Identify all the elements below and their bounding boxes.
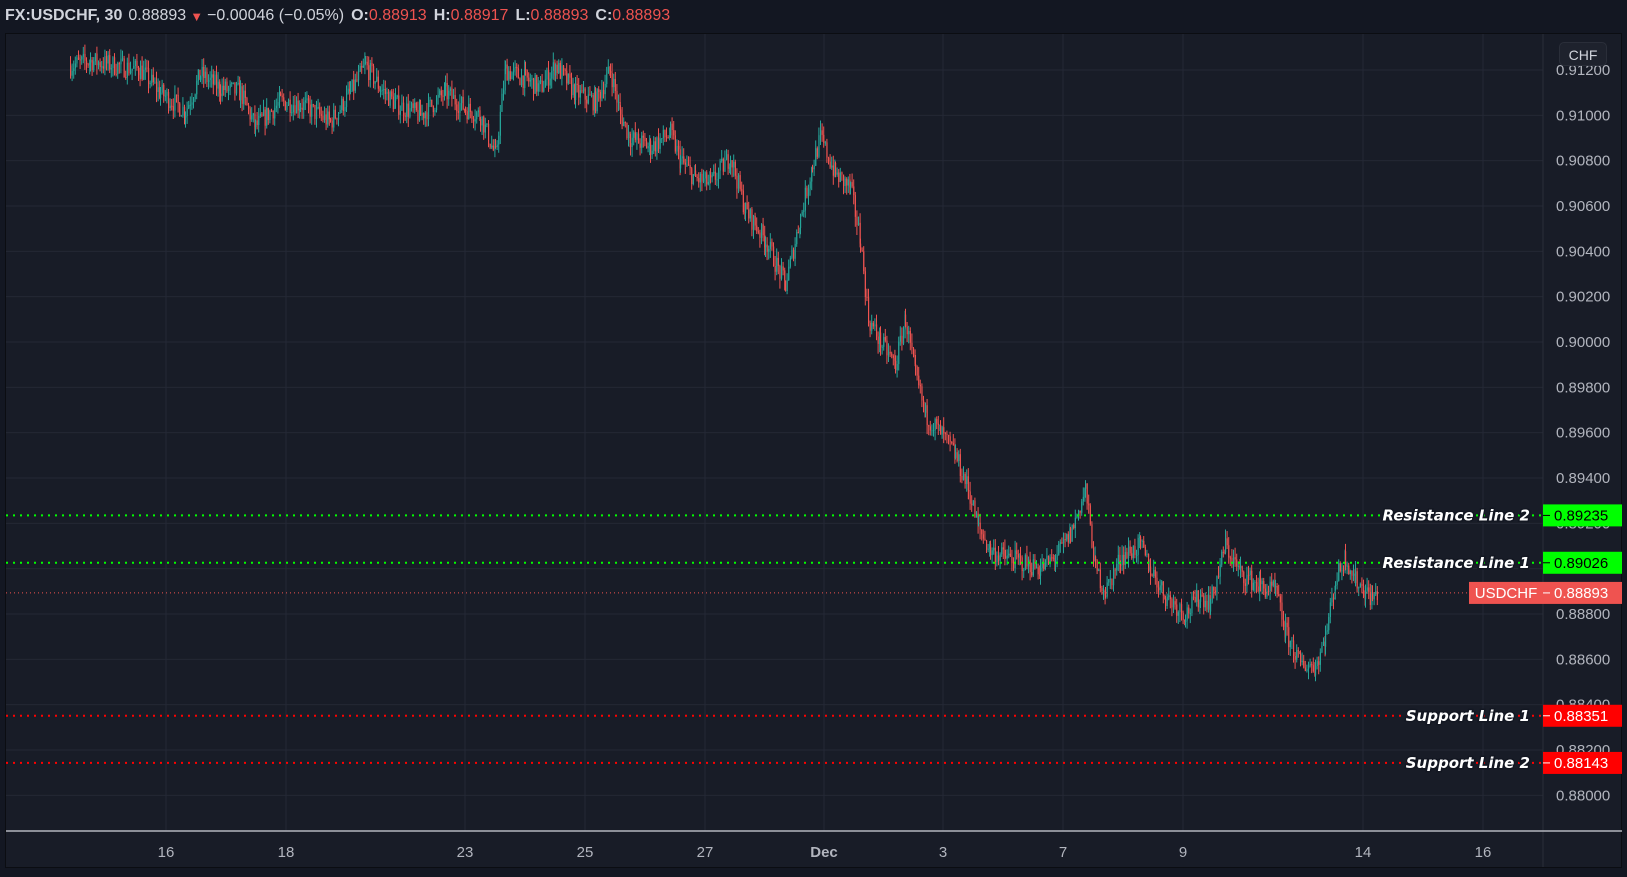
price-axis-label: 0.91000 [1556, 107, 1610, 124]
time-axis-label: 23 [457, 844, 474, 861]
time-axis-label: 27 [697, 844, 714, 861]
price-tags: 0.89235 0.89026 0.88351 0.88143 USDCHF 0.8889… [1469, 504, 1622, 774]
hline-label: Support Line 2 [1406, 754, 1530, 772]
close-key: C: [595, 7, 613, 24]
price-axis-label: 0.90600 [1556, 198, 1610, 215]
high-value: 0.88917 [450, 7, 509, 24]
symbol-tag [1469, 581, 1543, 604]
price-axis-label: 0.88000 [1556, 787, 1610, 804]
price-tag [1543, 504, 1622, 527]
price-tag [1543, 551, 1622, 574]
chart-pane[interactable] [5, 33, 1622, 868]
close-value: 0.88893 [612, 7, 671, 24]
last-price: 0.88893 [128, 7, 187, 24]
time-axis-label: 7 [1059, 844, 1067, 861]
grid-lines [6, 34, 1622, 867]
price-tag-value: 0.88351 [1554, 708, 1608, 725]
time-axis-label: 18 [278, 844, 295, 861]
open-value: 0.88913 [368, 7, 427, 24]
down-triangle-icon: ▼ [190, 8, 204, 24]
price-tag [1543, 704, 1622, 727]
time-axis-label: 16 [1475, 844, 1492, 861]
hline-label: Resistance Line 2 [1383, 506, 1530, 524]
symbol-tag-text: USDCHF [1475, 585, 1538, 602]
time-axis-label: 9 [1179, 844, 1187, 861]
price-tag-value: 0.89026 [1554, 555, 1608, 572]
chart-legend: FX:USDCHF, 30 0.88893 ▼ −0.00046 (−0.05%… [5, 5, 670, 27]
price-axis-label: 0.90400 [1556, 243, 1610, 260]
low-key: L: [515, 7, 531, 24]
time-axis-label: 25 [577, 844, 594, 861]
time-axis-label: 3 [939, 844, 947, 861]
price-change: −0.00046 (−0.05%) [207, 7, 345, 24]
price-tag-value: 0.89235 [1554, 507, 1608, 524]
price-axis-label: 0.90800 [1556, 153, 1610, 170]
currency-button[interactable]: CHF [1559, 42, 1607, 66]
price-axis[interactable]: 0.91200 0.91000 0.90800 0.90600 0.90400 0.902… [1556, 62, 1610, 804]
price-axis-label: 0.89400 [1556, 470, 1610, 487]
price-axis-label: 0.90200 [1556, 289, 1610, 306]
open-key: O: [351, 7, 369, 24]
last-price-tag [1543, 581, 1622, 604]
price-axis-label: 0.88800 [1556, 606, 1610, 623]
price-axis-label: 0.90000 [1556, 334, 1610, 351]
price-axis-label: 0.88600 [1556, 651, 1610, 668]
low-value: 0.88893 [530, 7, 589, 24]
time-axis-label: 16 [158, 844, 175, 861]
time-axis-label: Dec [810, 844, 838, 861]
horizontal-lines[interactable]: Resistance Line 2 Resistance Line 1 Suppor… [6, 505, 1543, 773]
price-axis-label: 0.89800 [1556, 379, 1610, 396]
high-key: H: [433, 7, 451, 24]
time-axis[interactable]: 16 18 23 25 27 Dec 3 7 9 14 16 [158, 844, 1492, 861]
last-price-tag-value: 0.88893 [1554, 585, 1608, 602]
price-axis-label: 0.89600 [1556, 425, 1610, 442]
time-axis-label: 14 [1355, 844, 1372, 861]
price-axis-label: 0.91200 [1556, 62, 1610, 79]
hline-label: Resistance Line 1 [1383, 554, 1530, 572]
hline-label: Support Line 1 [1406, 707, 1530, 725]
symbol-label[interactable]: FX:USDCHF, 30 [5, 7, 123, 24]
price-tag-value: 0.88143 [1554, 755, 1608, 772]
candlesticks [70, 44, 1378, 682]
price-tag [1543, 751, 1622, 774]
